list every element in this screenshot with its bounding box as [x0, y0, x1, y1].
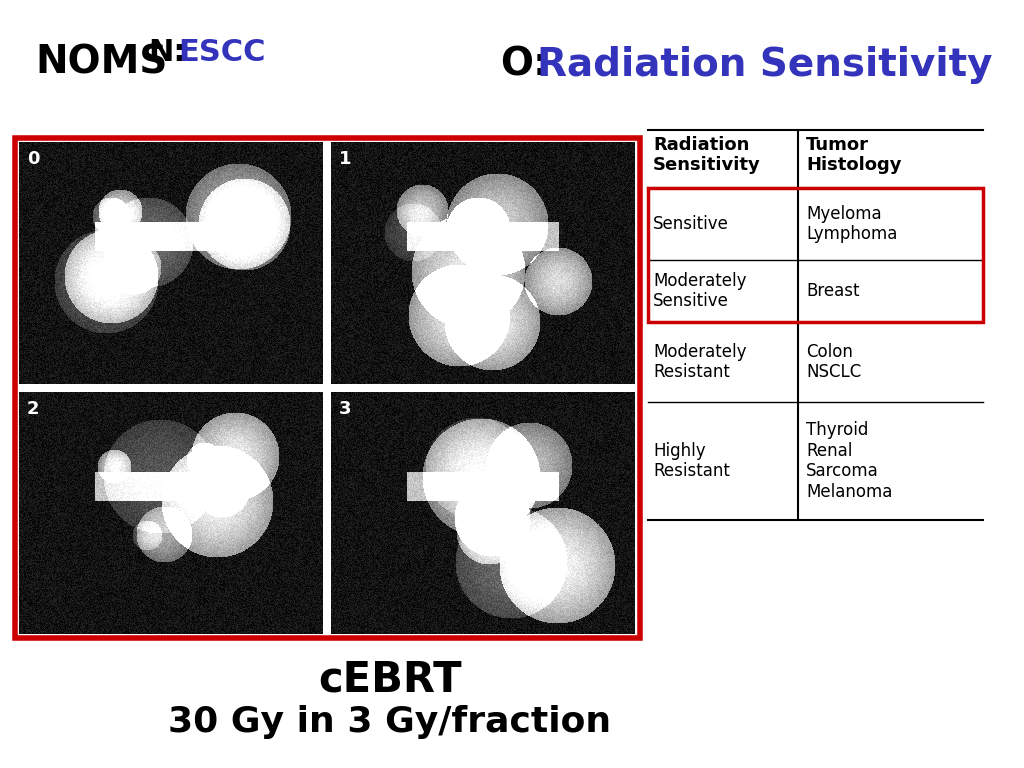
Text: Radiation Sensitivity: Radiation Sensitivity — [537, 46, 992, 84]
Text: Highly
Resistant: Highly Resistant — [653, 442, 730, 481]
Bar — [648, 188, 983, 322]
Text: Colon
NSCLC: Colon NSCLC — [806, 343, 861, 382]
Text: ESCC: ESCC — [178, 38, 265, 67]
Text: cEBRT: cEBRT — [318, 658, 462, 700]
Text: 0: 0 — [27, 150, 40, 168]
Text: Myeloma
Lymphoma: Myeloma Lymphoma — [806, 204, 897, 243]
Text: 2: 2 — [27, 400, 40, 418]
Text: Moderately
Sensitive: Moderately Sensitive — [653, 272, 746, 310]
Text: O:: O: — [500, 46, 549, 84]
Bar — [15, 138, 640, 638]
Text: Tumor
Histology: Tumor Histology — [806, 136, 901, 174]
Text: NOMS: NOMS — [35, 43, 167, 81]
Text: Thyroid
Renal
Sarcoma
Melanoma: Thyroid Renal Sarcoma Melanoma — [806, 421, 892, 502]
Text: Moderately
Resistant: Moderately Resistant — [653, 343, 746, 382]
Text: 30 Gy in 3 Gy/fraction: 30 Gy in 3 Gy/fraction — [168, 705, 611, 739]
Text: 3: 3 — [339, 400, 351, 418]
Text: 1: 1 — [339, 150, 351, 168]
Text: N:: N: — [148, 38, 185, 67]
Text: Breast: Breast — [806, 282, 859, 300]
Text: Sensitive: Sensitive — [653, 215, 729, 233]
Text: Radiation
Sensitivity: Radiation Sensitivity — [653, 136, 761, 174]
